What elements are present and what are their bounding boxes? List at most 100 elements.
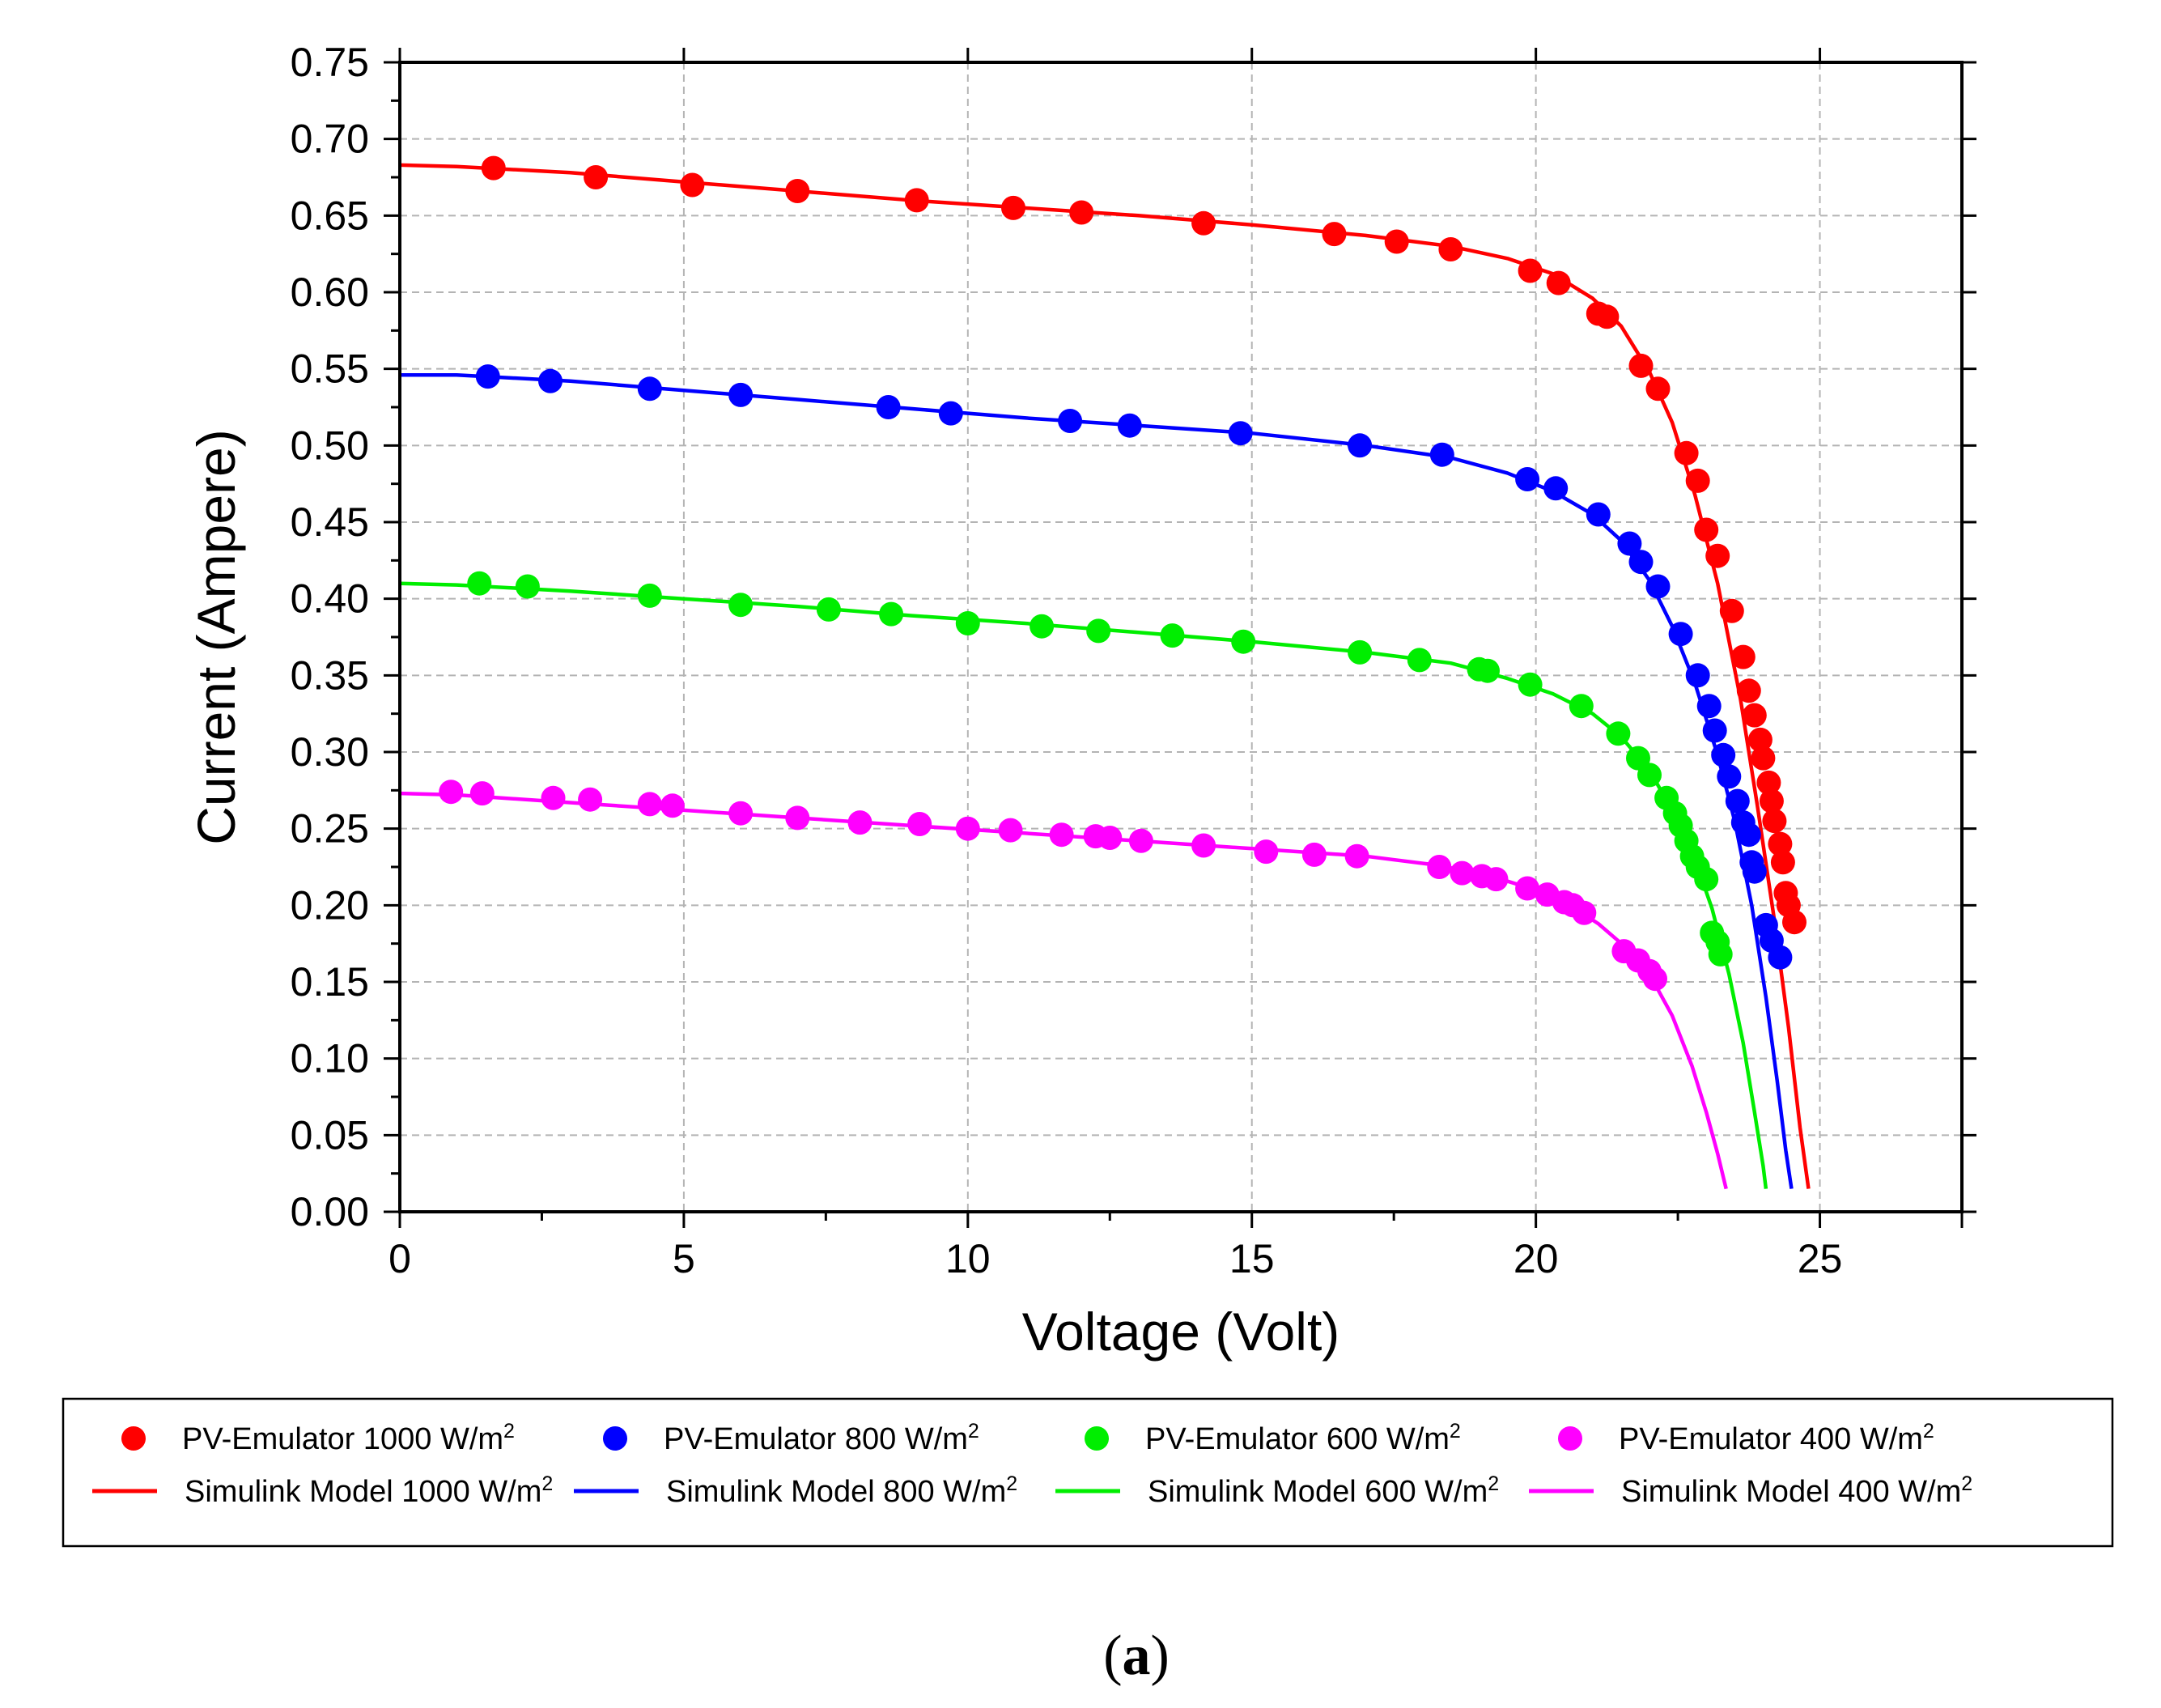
y-tick-label: 0.25	[291, 806, 369, 852]
data-point	[1586, 502, 1611, 527]
data-point	[1694, 867, 1719, 892]
x-axis-title: Voltage (Volt)	[1022, 1302, 1340, 1362]
data-point	[660, 793, 685, 818]
data-point	[955, 611, 980, 635]
y-tick-label: 0.60	[291, 270, 369, 315]
data-point	[1322, 222, 1347, 247]
data-point	[1097, 826, 1123, 850]
legend-label: PV-Emulator 800 W/m2	[664, 1420, 979, 1456]
data-point	[907, 812, 932, 836]
emulator-points	[439, 155, 1806, 992]
legend-marker	[121, 1426, 146, 1451]
data-point	[1751, 746, 1776, 771]
legend-label: Simulink Model 1000 W/m2	[185, 1472, 553, 1509]
data-point	[1702, 718, 1727, 743]
legend-label: Simulink Model 400 W/m2	[1621, 1472, 1972, 1509]
data-point	[1717, 764, 1742, 789]
data-point	[1450, 860, 1475, 886]
legend-marker	[1085, 1426, 1109, 1451]
figure-caption: (a)	[1103, 1625, 1170, 1687]
legend-label: PV-Emulator 400 W/m2	[1619, 1420, 1934, 1456]
data-point	[578, 787, 603, 812]
data-point	[1117, 413, 1142, 438]
x-tick-label: 20	[1514, 1236, 1559, 1281]
data-point	[955, 816, 980, 841]
data-point	[1645, 574, 1671, 599]
data-point	[1228, 421, 1253, 446]
data-point	[879, 601, 904, 627]
data-point	[816, 597, 841, 622]
x-tick-label: 10	[945, 1236, 991, 1281]
data-point	[785, 179, 810, 203]
data-point	[469, 781, 495, 806]
data-point	[1160, 623, 1185, 648]
y-tick-label: 0.30	[291, 729, 369, 775]
grid	[400, 62, 1962, 1212]
data-point	[1546, 270, 1571, 295]
data-point	[1719, 598, 1744, 623]
data-point	[1694, 517, 1719, 542]
data-point	[1427, 855, 1452, 879]
data-point	[1617, 531, 1642, 556]
legend-marker	[1558, 1426, 1582, 1451]
data-point	[1628, 550, 1654, 575]
data-point	[1128, 828, 1153, 853]
data-point	[1643, 967, 1667, 992]
x-tick-label: 25	[1798, 1236, 1843, 1281]
data-point	[1515, 467, 1540, 491]
data-point	[467, 571, 492, 596]
y-tick-label: 0.70	[291, 117, 369, 162]
data-point	[1685, 468, 1710, 493]
data-point	[515, 574, 540, 599]
data-point	[1086, 618, 1111, 644]
data-point	[1668, 622, 1693, 647]
data-point	[1736, 678, 1761, 703]
data-point	[1515, 876, 1540, 901]
data-point	[584, 165, 609, 189]
data-point	[1730, 644, 1756, 669]
data-point	[847, 810, 872, 835]
data-point	[1747, 727, 1773, 752]
data-point	[1705, 543, 1730, 568]
series-line-6	[399, 581, 1768, 1189]
y-tick-label: 0.20	[291, 882, 369, 928]
data-point	[1518, 258, 1543, 283]
data-point	[637, 376, 662, 402]
caption-letter: a	[1123, 1625, 1151, 1687]
data-point	[1301, 842, 1327, 867]
legend-label: PV-Emulator 1000 W/m2	[182, 1420, 515, 1456]
data-point	[1484, 867, 1509, 892]
data-point	[1594, 304, 1620, 329]
axes: 0 5 10 15 20 25 0.00 0.05 0.10 0.15 0.20 0.25 0.30 0.…	[291, 40, 1976, 1281]
data-point	[1696, 694, 1722, 719]
series-line-5	[400, 372, 1794, 1189]
x-tick-label: 15	[1229, 1236, 1275, 1281]
data-point	[1768, 831, 1793, 856]
data-point	[1231, 629, 1256, 654]
data-point	[1030, 614, 1055, 639]
legend-marker	[603, 1426, 627, 1451]
data-point	[1254, 839, 1279, 865]
data-point	[1049, 822, 1074, 848]
legend: PV-Emulator 1000 W/m2 PV-Emulator 800 W/m…	[92, 1420, 1972, 1509]
data-point	[1628, 353, 1654, 378]
series-line-7	[399, 791, 1728, 1190]
data-point	[1058, 409, 1083, 433]
data-point	[1782, 910, 1806, 935]
data-point	[1725, 788, 1750, 814]
data-point	[481, 155, 506, 181]
y-tick-label: 0.50	[291, 423, 369, 468]
legend-box	[62, 1397, 2114, 1548]
data-point	[1645, 376, 1671, 402]
data-point	[439, 780, 464, 805]
data-point	[1543, 476, 1569, 501]
y-tick-label: 0.55	[291, 346, 369, 392]
y-tick-label: 0.75	[291, 40, 369, 85]
x-tick-label: 5	[673, 1236, 695, 1281]
data-point	[1348, 433, 1373, 458]
data-point	[1572, 900, 1597, 925]
data-point	[1708, 941, 1733, 967]
data-point	[1384, 229, 1409, 254]
data-point	[475, 364, 500, 389]
